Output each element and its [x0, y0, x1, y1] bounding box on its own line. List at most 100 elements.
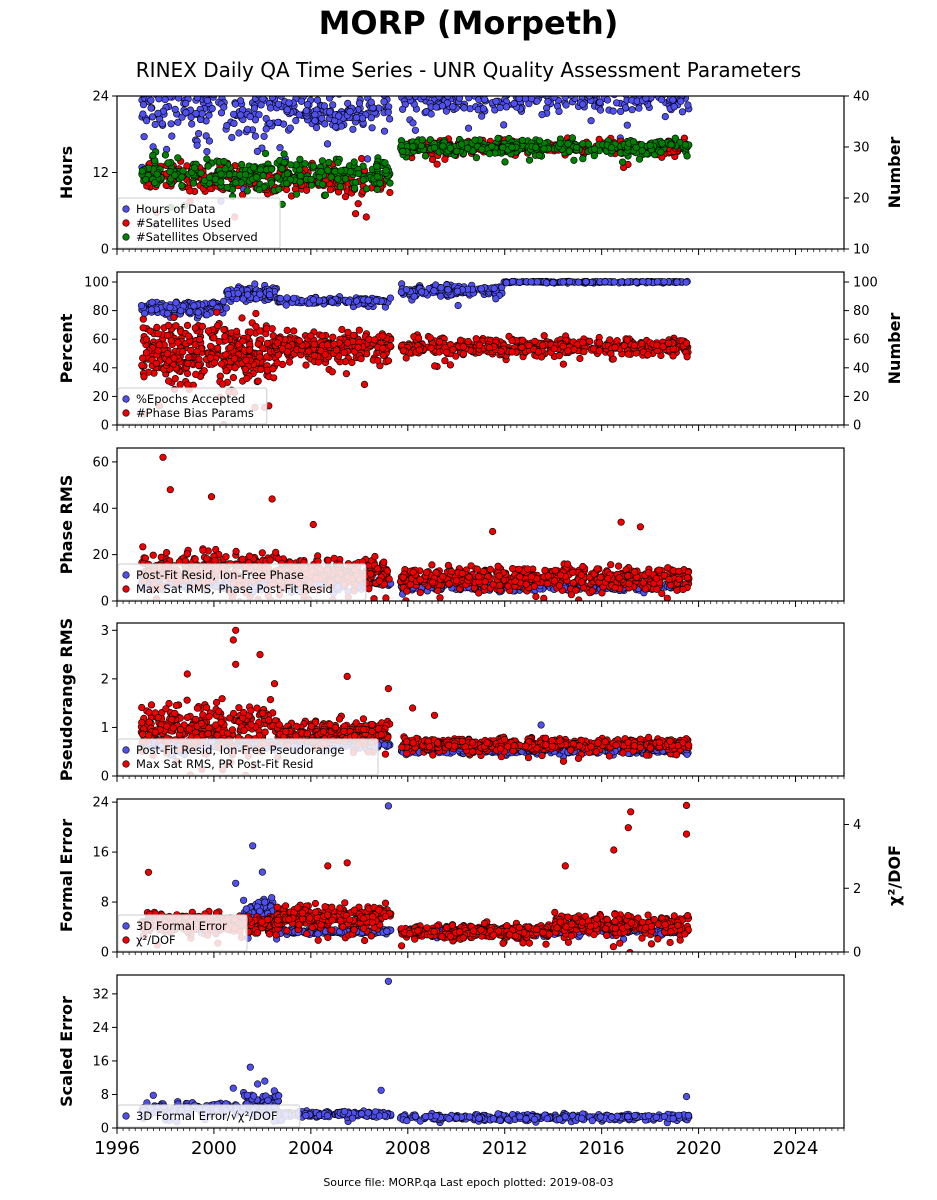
data-point: [210, 78, 217, 85]
data-point: [441, 357, 449, 365]
data-point: [682, 75, 689, 82]
data-point: [330, 340, 338, 348]
data-point: [189, 66, 196, 73]
data-point: [527, 96, 536, 103]
data-point: [576, 354, 584, 363]
data-point: [244, 83, 251, 90]
data-point: [538, 110, 546, 119]
data-point: [555, 107, 563, 115]
data-point: [203, 555, 211, 563]
data-point: [256, 353, 264, 361]
data-point: [624, 350, 632, 358]
data-point: [565, 147, 573, 155]
data-point: [219, 380, 227, 388]
data-point: [613, 78, 620, 85]
data-point: [283, 294, 291, 302]
y-axis-label: Percent: [57, 313, 76, 383]
data-point: [653, 87, 660, 94]
data-point: [500, 121, 508, 129]
data-point: [139, 110, 147, 118]
data-point: [211, 556, 219, 565]
data-point: [208, 104, 216, 113]
data-point: [252, 309, 260, 318]
data-point: [453, 287, 462, 295]
data-point: [198, 75, 205, 82]
data-point: [628, 106, 636, 114]
data-point: [426, 334, 434, 342]
legend-marker: [122, 233, 130, 241]
y-tick-label: 0: [101, 419, 109, 434]
data-point: [179, 82, 186, 89]
data-point: [140, 133, 148, 141]
data-point: [626, 87, 633, 94]
data-point: [650, 82, 657, 89]
data-point: [154, 109, 162, 117]
data-point: [295, 337, 304, 345]
data-point: [263, 339, 272, 348]
data-point: [198, 322, 206, 331]
data-point: [572, 143, 581, 152]
data-point: [201, 58, 208, 65]
data-point: [590, 145, 599, 153]
data-point: [273, 359, 281, 367]
data-point: [259, 96, 267, 103]
data-point: [340, 349, 348, 357]
data-point: [230, 110, 238, 118]
data-point: [653, 341, 661, 349]
data-point: [239, 295, 247, 303]
data-point: [142, 56, 149, 63]
data-point: [176, 381, 184, 389]
data-point: [246, 113, 254, 121]
data-point: [334, 175, 342, 183]
data-point: [410, 85, 417, 92]
data-point: [386, 342, 394, 350]
data-point: [172, 322, 180, 330]
data-point: [384, 357, 393, 365]
data-point: [186, 308, 194, 316]
data-point: [142, 175, 150, 184]
data-point: [547, 87, 554, 94]
data-point: [165, 377, 173, 385]
data-point: [525, 156, 534, 164]
data-point: [498, 83, 505, 90]
data-point: [610, 86, 617, 93]
data-point: [478, 112, 486, 120]
data-point: [280, 158, 288, 167]
data-point: [429, 76, 436, 83]
data-point: [203, 148, 211, 156]
data-point: [179, 348, 187, 356]
data-point: [621, 104, 630, 112]
data-point: [186, 187, 194, 195]
data-point: [677, 84, 684, 91]
data-point: [430, 144, 439, 152]
data-point: [524, 88, 531, 95]
data-point: [584, 140, 593, 148]
data-point: [164, 159, 172, 167]
data-point: [245, 346, 253, 354]
data-point: [163, 350, 171, 358]
data-point: [382, 594, 390, 601]
data-point: [222, 304, 230, 312]
y-tick-label: 60: [92, 333, 109, 348]
data-point: [501, 87, 508, 94]
page-subtitle: RINEX Daily QA Time Series - UNR Quality…: [135, 58, 802, 82]
data-point: [193, 141, 201, 149]
data-point: [581, 88, 588, 95]
data-point: [253, 87, 260, 94]
data-point: [555, 86, 562, 93]
data-point: [224, 89, 231, 96]
data-point: [167, 337, 175, 345]
data-point: [515, 278, 524, 286]
data-point: [245, 552, 254, 560]
data-point: [311, 117, 319, 125]
y2-tick-label: 20: [853, 192, 870, 207]
data-point: [227, 77, 234, 84]
data-point: [349, 125, 357, 133]
data-point: [660, 278, 668, 286]
data-point: [283, 326, 291, 335]
data-point: [191, 164, 199, 172]
data-point: [481, 85, 488, 92]
data-point: [207, 83, 214, 90]
data-point: [274, 118, 282, 126]
data-point: [158, 120, 166, 128]
